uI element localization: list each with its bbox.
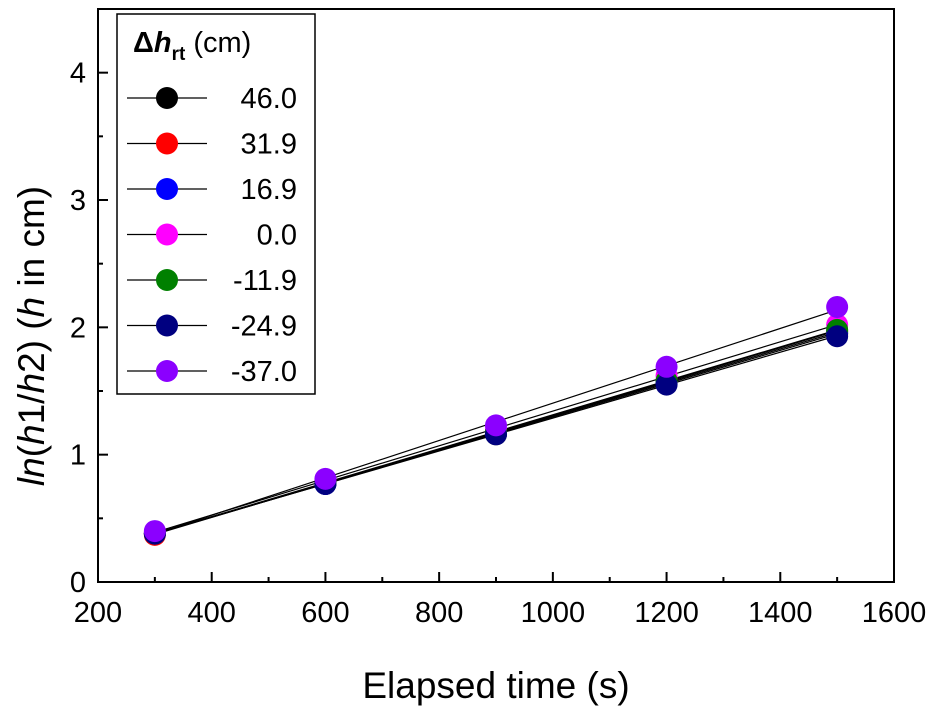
x-tick-label: 800 (415, 597, 463, 629)
data-point (826, 325, 849, 348)
legend-label: -24.9 (231, 311, 297, 343)
x-tick-label: 200 (74, 597, 122, 629)
legend-title: Δhrt (cm) (133, 27, 251, 65)
legend-marker (156, 87, 178, 109)
x-tick-label: 1400 (748, 597, 813, 629)
y-axis: 0 1 2 3 4 (70, 8, 108, 599)
plot-frame (97, 8, 895, 583)
data-points (143, 295, 849, 546)
y-tick-label: 2 (70, 312, 86, 344)
x-tick-label: 400 (188, 597, 236, 629)
legend: Δhrt (cm) 46.0 31.9 16.9 0.0 -11.9 -24.9 -37.0 (116, 13, 316, 395)
y-tick-label: 4 (70, 58, 86, 90)
data-point (655, 355, 678, 378)
y-tick-label: 1 (70, 440, 86, 472)
y-axis-title: ln(h1/h2) (h in cm) (11, 186, 52, 486)
legend-label: -11.9 (233, 265, 297, 297)
legend-entries: 46.0 31.9 16.9 0.0 -11.9 -24.9 -37.0 (127, 83, 297, 388)
data-point (655, 373, 678, 396)
legend-marker (156, 314, 178, 337)
legend-label: -37.0 (231, 356, 297, 388)
data-point (143, 520, 166, 543)
legend-marker (156, 269, 178, 291)
legend-label: 0.0 (257, 220, 297, 252)
y-tick-label: 0 (70, 567, 86, 599)
data-point (826, 295, 849, 318)
x-tick-label: 1200 (634, 597, 699, 629)
x-tick-label: 1600 (862, 597, 927, 629)
legend-marker (156, 132, 178, 155)
y-tick-label: 3 (70, 185, 86, 217)
legend-label: 46.0 (241, 83, 297, 115)
data-point (314, 467, 337, 490)
legend-marker (156, 223, 178, 246)
legend-box (116, 13, 316, 395)
legend-label: 16.9 (241, 174, 297, 206)
x-tick-label: 1000 (521, 597, 586, 629)
x-tick-label: 600 (301, 597, 349, 629)
legend-marker (156, 178, 178, 200)
legend-marker (156, 360, 178, 382)
x-axis-title: Elapsed time (s) (362, 665, 629, 706)
legend-label: 31.9 (241, 129, 297, 161)
data-point (485, 414, 507, 437)
x-axis: 200 400 600 800 1000 1200 1400 1600 (74, 572, 926, 629)
